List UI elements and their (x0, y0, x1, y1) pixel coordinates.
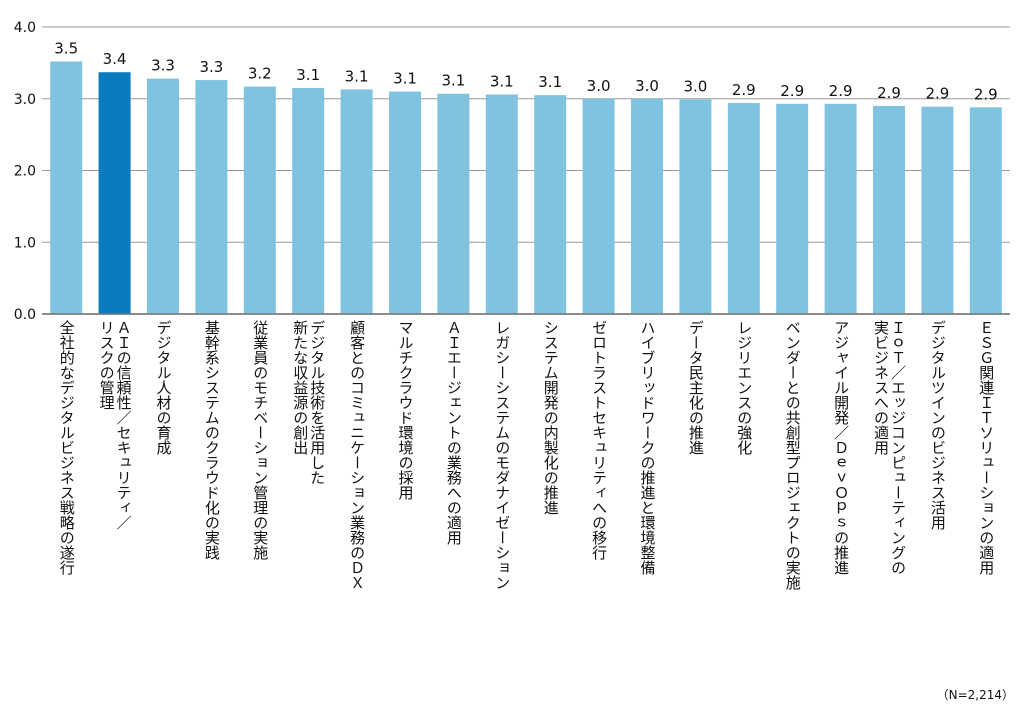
x-category-label: デジタル技術を活用した 新たな収益源の創出 (291, 320, 327, 485)
data-label: 3.0 (587, 77, 611, 95)
x-category-label: 全社的なデジタルビジネス戦略の遂行 (57, 320, 76, 575)
data-label: 3.3 (199, 58, 223, 76)
bar (389, 91, 421, 314)
data-label: 3.0 (683, 77, 707, 95)
data-label: 3.1 (393, 70, 417, 88)
sample-size-note: （N=2,214） (936, 688, 1014, 702)
bar (679, 99, 712, 314)
data-label: 3.4 (103, 50, 127, 68)
bar (921, 106, 954, 314)
bar (631, 98, 663, 314)
bar (243, 86, 276, 315)
x-category-label: ゼロトラストセキュリティへの移行 (590, 320, 609, 560)
bar (485, 94, 518, 314)
bar (437, 93, 470, 314)
bar (195, 80, 228, 314)
bar (50, 61, 83, 314)
data-label: 2.9 (974, 85, 998, 103)
data-label: 3.1 (490, 72, 514, 90)
x-category-label: データ民主化の推進 (686, 320, 705, 455)
bar (534, 95, 567, 314)
x-category-label: レガシーシステムのモダナイゼーション (493, 320, 512, 590)
x-category-label: ＡＩの信頼性／セキュリティ／ リスクの管理 (97, 320, 133, 530)
x-category-label: システム開発の内製化の推進 (541, 320, 560, 515)
data-label: 2.9 (829, 82, 853, 100)
bar (727, 103, 760, 315)
data-label: 2.9 (732, 81, 756, 99)
data-label: 3.3 (151, 57, 175, 75)
bar (147, 78, 179, 314)
bar (776, 103, 809, 315)
data-label: 3.1 (538, 73, 562, 91)
y-tick-label: 3.0 (14, 92, 36, 108)
y-tick-label: 4.0 (14, 20, 36, 36)
data-label: 2.9 (925, 85, 949, 103)
x-category-label: レジリエンスの強化 (735, 320, 754, 455)
y-tick-label: 0.0 (14, 307, 36, 320)
y-tick-label: 1.0 (14, 235, 36, 251)
x-category-label: デジタルツインのビジネス活用 (928, 320, 947, 530)
x-category-label: デジタル人材の育成 (154, 320, 173, 455)
bar (969, 107, 1002, 314)
bar (340, 89, 373, 314)
data-label: 3.1 (296, 66, 320, 84)
y-tick-label: 2.0 (14, 164, 36, 180)
x-category-label: ＡＩエージェントの業務への適用 (444, 320, 463, 545)
data-label: 3.2 (248, 65, 272, 83)
bar (292, 87, 325, 314)
x-category-label: ベンダーとの共創型プロジェクトの実施 (783, 320, 802, 590)
data-label: 3.5 (54, 39, 78, 57)
x-category-label: 基幹系システムのクラウド化の実践 (202, 320, 221, 560)
data-label: 3.0 (635, 77, 659, 95)
x-category-label: マルチクラウド環境の採用 (396, 320, 415, 500)
x-category-label: 顧客とのコミュニケーション業務のＤＸ (348, 320, 367, 590)
x-category-label: ＩｏＴ／エッジコンピューティングの 実ビジネスへの適用 (872, 320, 907, 575)
bar-chart: 0.0 1.0 2.0 3.0 4.0 3.5 3.4 3.3 3.3 3.2 3.1 3.1 3.1 3… (14, 20, 1010, 320)
bar (98, 72, 131, 314)
data-label: 2.9 (877, 84, 901, 102)
bar (582, 98, 615, 314)
x-category-label: ハイブリッドワークの推進と環境整備 (638, 320, 657, 575)
bar (824, 103, 857, 315)
x-category-label: 従業員のモチベーション管理の実施 (251, 320, 270, 560)
data-label: 3.1 (441, 72, 465, 90)
x-category-label: アジャイル開発／ＤｅｖＯｐｓの推進 (832, 320, 851, 575)
data-label: 3.1 (345, 67, 369, 85)
bar (873, 105, 905, 314)
data-label: 2.9 (780, 82, 804, 100)
x-category-label: ＥＳＧ関連ＩＴソリューションの適用 (977, 320, 996, 575)
